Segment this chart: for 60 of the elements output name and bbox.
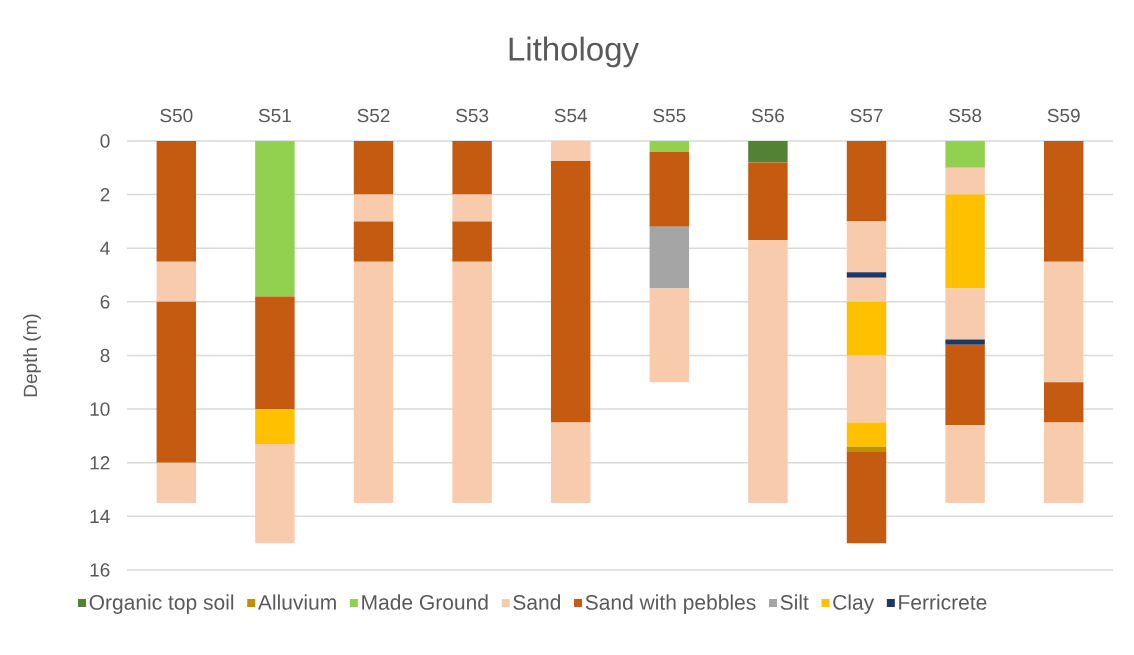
x-tick-label: S57 <box>850 108 883 123</box>
legend-label: Sand with pebbles <box>585 594 756 614</box>
bar <box>255 140 295 297</box>
legend-label: Alluvium <box>257 594 336 610</box>
bar <box>846 452 887 544</box>
bar <box>846 446 887 453</box>
bar <box>649 226 690 289</box>
legend-label: Ferricrete <box>899 594 987 610</box>
bar <box>353 221 394 262</box>
y-tick-label: 4 <box>100 241 110 255</box>
chart-title: Lithology <box>509 36 639 68</box>
x-tick-label: S53 <box>456 108 489 123</box>
x-tick-label: S58 <box>949 108 982 123</box>
x-tick-label: S50 <box>160 108 193 123</box>
bar <box>649 288 690 383</box>
x-tick-label: S51 <box>258 108 291 123</box>
bar <box>156 140 197 262</box>
bar <box>452 261 492 503</box>
x-tick-label: S59 <box>1047 108 1080 123</box>
y-tick-label: 6 <box>100 295 110 309</box>
bar <box>353 140 394 195</box>
legend-label: Silt <box>780 594 809 610</box>
x-tick-label: S56 <box>751 108 784 123</box>
y-axis-title: Depth (m) <box>23 314 41 397</box>
x-tick-label: S55 <box>653 108 686 123</box>
bar <box>846 221 887 273</box>
bar <box>945 288 985 340</box>
bar <box>846 140 887 222</box>
y-tick-label: 8 <box>100 348 110 363</box>
bar <box>255 443 295 544</box>
bar <box>1043 422 1084 503</box>
bar <box>649 140 690 152</box>
bar <box>748 140 788 163</box>
x-tick-label: S52 <box>357 108 390 123</box>
x-tick-label: S54 <box>554 108 588 123</box>
y-tick-label: 0 <box>100 134 110 148</box>
bar <box>1043 382 1084 423</box>
bar <box>452 221 492 262</box>
y-tick-label: 12 <box>90 456 110 470</box>
y-tick-label: 2 <box>100 187 110 202</box>
bar <box>156 462 197 503</box>
bar <box>353 261 394 503</box>
bar <box>1043 140 1084 262</box>
bar <box>452 140 492 195</box>
y-tick-label: 10 <box>90 402 110 416</box>
legend-label: Sand <box>513 594 561 610</box>
legend-label: Made Ground <box>362 594 488 610</box>
bar <box>945 339 985 345</box>
bar <box>353 194 394 222</box>
legend-label: Organic top soil <box>89 594 234 614</box>
y-tick-label: 14 <box>90 509 110 523</box>
bar <box>156 261 197 302</box>
y-tick-label: 16 <box>90 563 110 577</box>
bar <box>945 140 985 168</box>
bar <box>156 301 197 463</box>
bar <box>846 277 887 302</box>
bar <box>1043 261 1084 383</box>
bar <box>452 194 492 222</box>
legend-label: Clay <box>833 594 875 614</box>
bar <box>945 167 985 195</box>
